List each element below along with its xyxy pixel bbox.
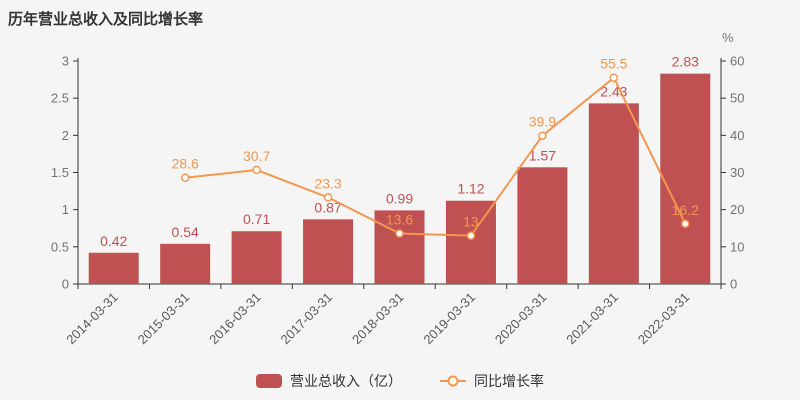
y-axis-right-tick-label: 60 <box>730 54 744 69</box>
bar-value-label: 0.42 <box>100 233 127 249</box>
bar-value-label: 0.71 <box>243 211 270 227</box>
x-tick-label: 2020-03-31 <box>492 290 550 348</box>
x-tick-label: 2014-03-31 <box>63 290 121 348</box>
line-marker-2015-03-31 <box>180 173 190 182</box>
y-axis-left-tick-label: 2.5 <box>51 91 69 106</box>
legend-item-revenue[interactable]: 营业总收入（亿） <box>256 371 402 391</box>
line-value-label: 23.3 <box>314 175 341 191</box>
x-tick-label: 2015-03-31 <box>135 290 193 348</box>
x-tick-label: 2019-03-31 <box>420 290 478 348</box>
y-axis-left-tick-label: 1 <box>62 202 69 217</box>
bar-2016-03-31 <box>231 231 282 284</box>
legend-label-revenue: 营业总收入（亿） <box>290 373 402 389</box>
line-marker-2019-03-31 <box>466 231 476 240</box>
chart-title: 历年营业总收入及同比增长率 <box>8 11 204 28</box>
bar-value-label: 1.57 <box>529 147 556 163</box>
chart-canvas: 00.511.522.530102030405060%0.420.540.710… <box>51 30 745 348</box>
line-series-swatch-icon <box>440 375 466 387</box>
line-value-label: 55.5 <box>600 56 627 72</box>
y-axis-right-tick-label: 30 <box>730 165 744 180</box>
y-axis-right-tick-label: 40 <box>730 128 744 143</box>
x-tick-label: 2017-03-31 <box>278 290 336 348</box>
bar-value-label: 2.83 <box>672 54 699 70</box>
x-tick-label: 2016-03-31 <box>206 290 264 348</box>
bar-2019-03-31 <box>445 200 496 284</box>
line-value-label: 39.9 <box>529 114 556 130</box>
bar-2015-03-31 <box>160 243 211 284</box>
line-value-label: 28.6 <box>172 156 199 172</box>
bar-2018-03-31 <box>374 210 425 284</box>
y-axis-left-tick-label: 3 <box>62 54 69 69</box>
right-axis-unit-label: % <box>722 30 734 45</box>
bar-2022-03-31 <box>660 73 711 285</box>
legend-label-growth: 同比增长率 <box>474 373 544 389</box>
line-marker-2020-03-31 <box>538 131 547 140</box>
x-tick-label: 2022-03-31 <box>635 290 693 348</box>
bar-2017-03-31 <box>303 219 354 284</box>
y-axis-right-tick-label: 50 <box>730 91 744 106</box>
line-value-label: 13 <box>463 214 479 230</box>
y-axis-left-tick-label: 0 <box>62 277 69 292</box>
line-value-label: 16.2 <box>672 202 699 218</box>
line-marker-2017-03-31 <box>323 193 333 202</box>
bar-value-label: 0.87 <box>314 199 341 215</box>
growth-line <box>185 76 687 237</box>
y-axis-left-tick-label: 0.5 <box>51 239 69 254</box>
line-marker-2016-03-31 <box>252 165 261 175</box>
y-axis-right-tick-label: 20 <box>730 202 744 217</box>
bar-value-label: 1.12 <box>457 181 484 197</box>
legend: 营业总收入（亿） 同比增长率 <box>0 370 800 392</box>
legend-item-growth[interactable]: 同比增长率 <box>440 371 544 391</box>
x-tick-label: 2021-03-31 <box>563 290 621 348</box>
bar-2020-03-31 <box>517 167 568 284</box>
bar-2021-03-31 <box>588 103 639 285</box>
line-marker-2022-03-31 <box>681 219 690 229</box>
line-marker-2018-03-31 <box>395 229 404 238</box>
y-axis-left-tick-label: 2 <box>62 128 69 143</box>
line-value-label: 30.7 <box>243 148 270 164</box>
x-tick-label: 2018-03-31 <box>349 290 407 348</box>
y-axis-right-tick-label: 0 <box>730 277 737 292</box>
line-marker-2021-03-31 <box>609 73 619 82</box>
bar-2014-03-31 <box>88 252 139 284</box>
bar-series-swatch-icon <box>256 374 282 388</box>
y-axis-left-tick-label: 1.5 <box>51 165 69 180</box>
bar-value-label: 2.43 <box>600 83 627 99</box>
y-axis-right-tick-label: 10 <box>730 239 744 254</box>
line-value-label: 13.6 <box>386 211 413 227</box>
bar-value-label: 0.54 <box>172 224 199 240</box>
bar-value-label: 0.99 <box>386 190 413 206</box>
